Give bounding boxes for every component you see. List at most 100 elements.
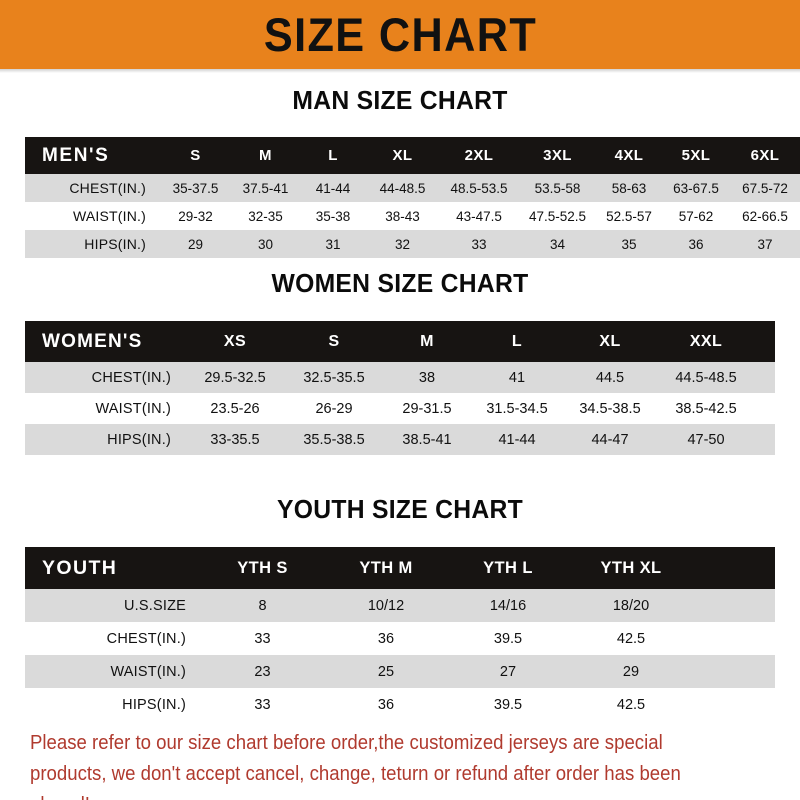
women-col-xl: XL [563,321,657,362]
table-cell: 8 [200,589,325,622]
youth-col-yth-l: YTH L [447,547,569,589]
youth-row-label-waist: WAIST(IN.) [25,655,200,688]
table-cell: 31 [300,230,366,258]
table-cell-spacer [693,622,775,655]
table-cell-spacer [755,362,775,393]
table-cell: 35.5-38.5 [285,424,383,455]
men-col-6xl: 6XL [730,137,800,174]
table-header-row: MEN'S S M L XL 2XL 3XL 4XL 5XL 6XL [25,137,800,174]
table-cell: 42.5 [569,688,693,721]
table-cell: 33 [439,230,519,258]
table-cell: 23.5-26 [185,393,285,424]
men-col-3xl: 3XL [519,137,596,174]
table-cell-spacer [755,424,775,455]
table-row: HIPS(IN.) 33 36 39.5 42.5 [25,688,775,721]
table-cell: 30 [231,230,300,258]
table-cell: 41-44 [300,174,366,202]
table-cell: 37 [730,230,800,258]
youth-row-label-chest: CHEST(IN.) [25,622,200,655]
table-cell: 44.5-48.5 [657,362,755,393]
youth-col-spacer [693,547,775,589]
table-cell: 41-44 [471,424,563,455]
table-cell: 53.5-58 [519,174,596,202]
table-header-row: WOMEN'S XS S M L XL XXL [25,321,775,362]
table-cell: 38.5-42.5 [657,393,755,424]
table-row: WAIST(IN.) 23 25 27 29 [25,655,775,688]
table-cell: 47.5-52.5 [519,202,596,230]
women-col-s: S [285,321,383,362]
table-cell: 35-38 [300,202,366,230]
men-size-table: MEN'S S M L XL 2XL 3XL 4XL 5XL 6XL CHEST… [25,137,800,258]
women-size-table: WOMEN'S XS S M L XL XXL CHEST(IN.) 29.5-… [25,321,775,455]
table-cell: 62-66.5 [730,202,800,230]
table-cell: 52.5-57 [596,202,662,230]
table-cell: 34.5-38.5 [563,393,657,424]
table-cell: 33 [200,688,325,721]
youth-col-yth-m: YTH M [325,547,447,589]
table-header-row: YOUTH YTH S YTH M YTH L YTH XL [25,547,775,589]
women-col-m: M [383,321,471,362]
youth-col-yth-xl: YTH XL [569,547,693,589]
section-title-women: WOMEN SIZE CHART [271,268,529,298]
men-header-label: MEN'S [25,137,160,174]
men-col-5xl: 5XL [662,137,730,174]
banner-shadow [0,69,800,73]
disclaimer-text: Please refer to our size chart before or… [30,732,681,800]
men-col-4xl: 4XL [596,137,662,174]
table-cell: 23 [200,655,325,688]
table-cell: 32 [366,230,439,258]
table-cell: 29-31.5 [383,393,471,424]
table-cell: 31.5-34.5 [471,393,563,424]
table-cell: 34 [519,230,596,258]
youth-row-label-hips: HIPS(IN.) [25,688,200,721]
table-cell: 29 [569,655,693,688]
table-cell: 35 [596,230,662,258]
youth-row-label-us-size: U.S.SIZE [25,589,200,622]
table-cell: 36 [325,688,447,721]
women-header-label: WOMEN'S [25,321,185,362]
table-cell: 33 [200,622,325,655]
table-cell: 63-67.5 [662,174,730,202]
table-cell: 29.5-32.5 [185,362,285,393]
section-title-youth: YOUTH SIZE CHART [276,494,524,524]
table-cell: 33-35.5 [185,424,285,455]
page-banner: SIZE CHART [0,0,800,69]
table-cell: 57-62 [662,202,730,230]
youth-header-label: YOUTH [25,547,200,589]
youth-col-yth-s: YTH S [200,547,325,589]
table-cell: 25 [325,655,447,688]
table-cell: 42.5 [569,622,693,655]
table-cell: 32.5-35.5 [285,362,383,393]
table-cell: 38 [383,362,471,393]
men-row-label-hips: HIPS(IN.) [25,230,160,258]
table-cell: 14/16 [447,589,569,622]
table-row: CHEST(IN.) 33 36 39.5 42.5 [25,622,775,655]
women-col-l: L [471,321,563,362]
men-row-label-chest: CHEST(IN.) [25,174,160,202]
table-row: U.S.SIZE 8 10/12 14/16 18/20 [25,589,775,622]
table-cell: 29-32 [160,202,231,230]
table-row: WAIST(IN.) 23.5-26 26-29 29-31.5 31.5-34… [25,393,775,424]
women-row-label-hips: HIPS(IN.) [25,424,185,455]
table-cell: 36 [325,622,447,655]
table-cell: 32-35 [231,202,300,230]
table-row: CHEST(IN.) 29.5-32.5 32.5-35.5 38 41 44.… [25,362,775,393]
section-title-men: MAN SIZE CHART [292,85,508,115]
table-row: HIPS(IN.) 33-35.5 35.5-38.5 38.5-41 41-4… [25,424,775,455]
women-row-label-chest: CHEST(IN.) [25,362,185,393]
women-row-label-waist: WAIST(IN.) [25,393,185,424]
men-col-2xl: 2XL [439,137,519,174]
table-cell: 58-63 [596,174,662,202]
table-cell: 67.5-72 [730,174,800,202]
table-cell: 38-43 [366,202,439,230]
table-cell: 44-47 [563,424,657,455]
table-cell: 29 [160,230,231,258]
table-cell: 37.5-41 [231,174,300,202]
youth-size-table: YOUTH YTH S YTH M YTH L YTH XL U.S.SIZE … [25,547,775,721]
men-row-label-waist: WAIST(IN.) [25,202,160,230]
table-cell: 44.5 [563,362,657,393]
men-col-xl: XL [366,137,439,174]
table-cell: 43-47.5 [439,202,519,230]
women-col-xxl: XXL [657,321,755,362]
